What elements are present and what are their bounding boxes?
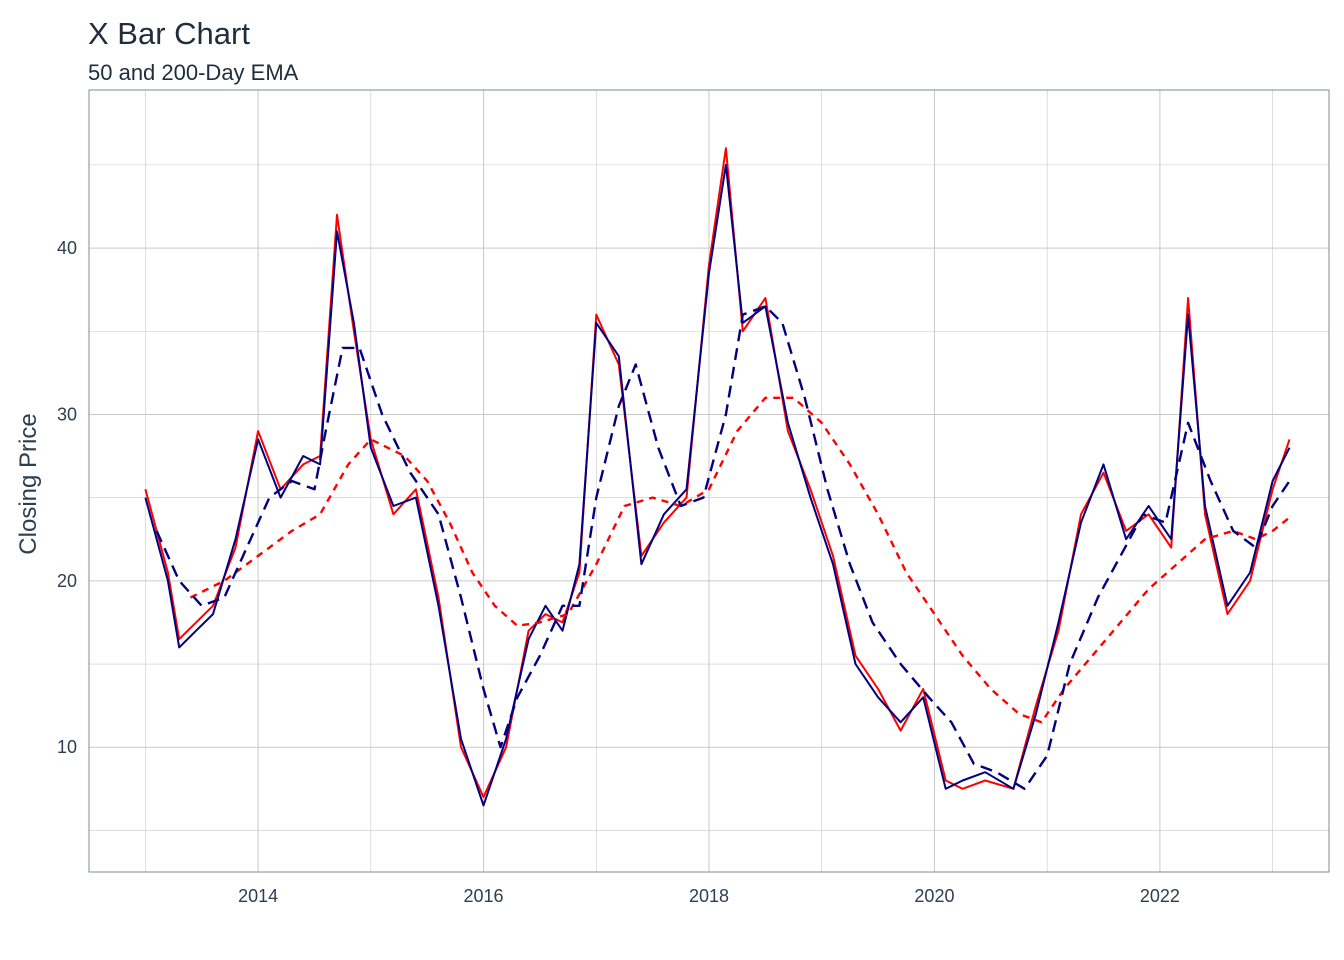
y-tick-label: 30 bbox=[57, 404, 77, 424]
x-tick-label: 2022 bbox=[1140, 886, 1180, 906]
y-tick-label: 20 bbox=[57, 571, 77, 591]
x-tick-label: 2014 bbox=[238, 886, 278, 906]
x-tick-label: 2018 bbox=[689, 886, 729, 906]
series-ema-50 bbox=[155, 305, 1291, 790]
plot-area bbox=[144, 147, 1291, 807]
x-tick-label: 2016 bbox=[464, 886, 504, 906]
axes: 2014 2016 2018 2020 2022 10 20 30 40 bbox=[57, 238, 1180, 906]
y-tick-label: 40 bbox=[57, 238, 77, 258]
chart-title: X Bar Chart bbox=[88, 16, 250, 51]
x-tick-label: 2020 bbox=[914, 886, 954, 906]
series-ema-200 bbox=[189, 396, 1291, 724]
y-tick-label: 10 bbox=[57, 737, 77, 757]
y-axis-label: Closing Price bbox=[15, 413, 42, 554]
series-price-bars bbox=[144, 163, 1291, 807]
plot-frame bbox=[88, 89, 1330, 873]
chart-subtitle: 50 and 200-Day EMA bbox=[88, 60, 299, 85]
